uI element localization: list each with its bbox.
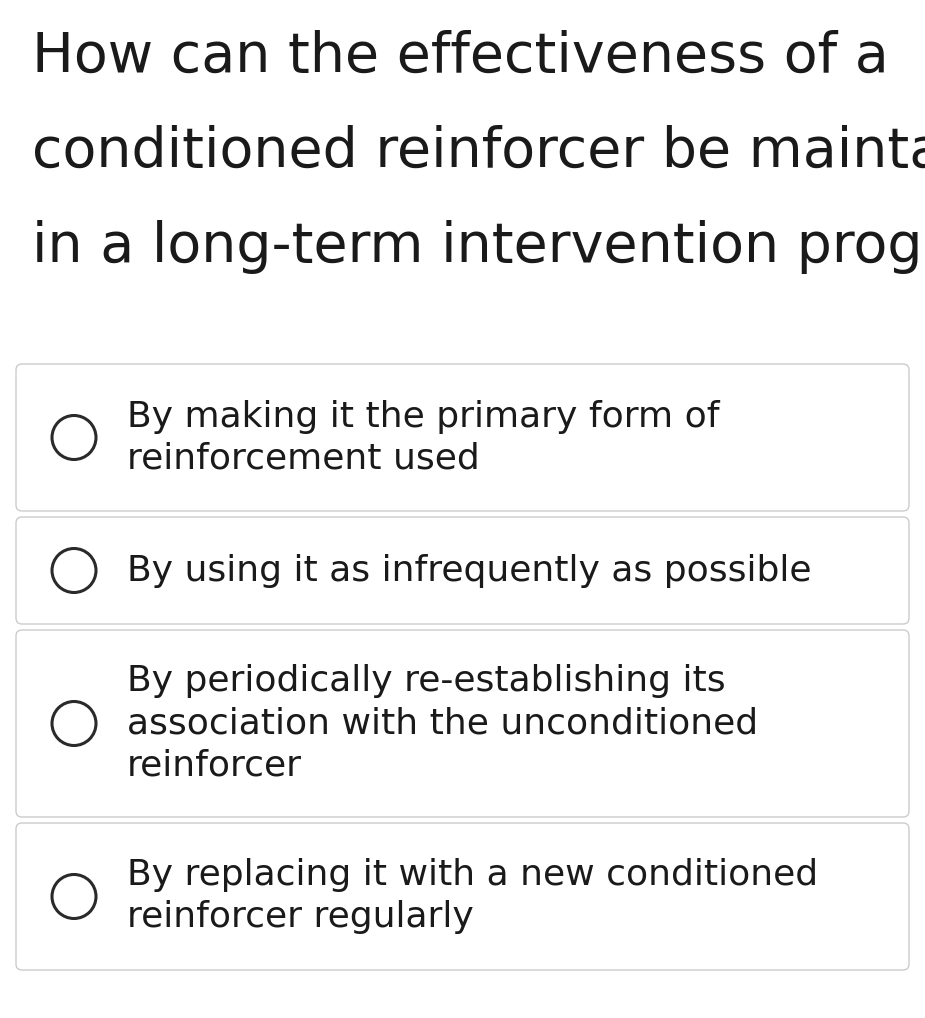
FancyBboxPatch shape <box>16 364 909 511</box>
Text: reinforcer: reinforcer <box>127 748 302 783</box>
Text: By periodically re-establishing its: By periodically re-establishing its <box>127 665 725 698</box>
Circle shape <box>52 549 96 592</box>
Circle shape <box>52 415 96 459</box>
Text: reinforcement used: reinforcement used <box>127 442 480 475</box>
Text: How can the effectiveness of a: How can the effectiveness of a <box>32 30 889 84</box>
Text: conditioned reinforcer be maintained: conditioned reinforcer be maintained <box>32 125 925 179</box>
FancyBboxPatch shape <box>16 630 909 817</box>
FancyBboxPatch shape <box>16 823 909 970</box>
Text: By using it as infrequently as possible: By using it as infrequently as possible <box>127 554 811 587</box>
Text: By replacing it with a new conditioned: By replacing it with a new conditioned <box>127 858 818 893</box>
FancyBboxPatch shape <box>16 517 909 624</box>
Circle shape <box>52 701 96 745</box>
Text: in a long-term intervention program?: in a long-term intervention program? <box>32 220 925 274</box>
Text: reinforcer regularly: reinforcer regularly <box>127 901 474 935</box>
Text: association with the unconditioned: association with the unconditioned <box>127 706 758 740</box>
Circle shape <box>52 874 96 918</box>
Text: By making it the primary form of: By making it the primary form of <box>127 399 720 434</box>
